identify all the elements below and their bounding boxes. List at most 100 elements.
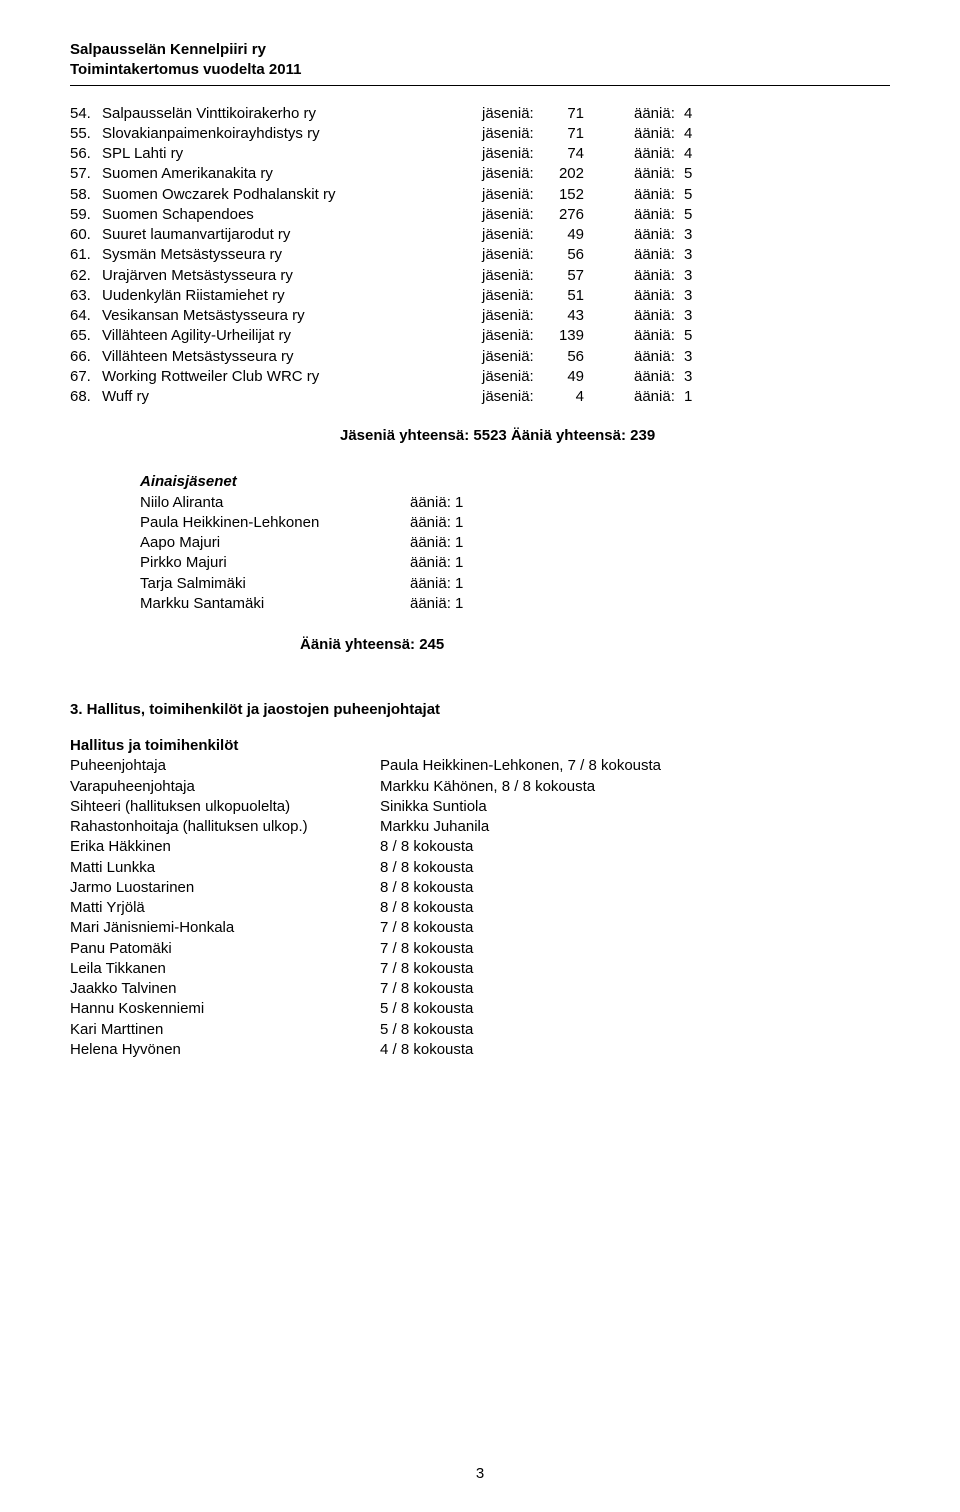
club-row: 63.Uudenkylän Riistamiehet ryjäseniä:51ä… <box>70 286 890 306</box>
members-label: jäseniä: <box>482 225 542 245</box>
votes-label: ääniä: <box>634 225 684 245</box>
permanent-members-title: Ainaisjäsenet <box>140 472 890 492</box>
votes-total: Ääniä yhteensä: 245 <box>300 636 890 653</box>
members-value: 202 <box>542 164 634 184</box>
board-row: Matti Yrjölä8 / 8 kokousta <box>70 898 890 918</box>
club-name: Uudenkylän Riistamiehet ry <box>102 286 482 306</box>
board-role: Erika Häkkinen <box>70 837 380 857</box>
club-name: Working Rottweiler Club WRC ry <box>102 367 482 387</box>
board-role: Matti Yrjölä <box>70 898 380 918</box>
votes-label: ääniä: <box>634 306 684 326</box>
votes-label: ääniä: <box>634 387 684 407</box>
club-number: 63. <box>70 286 102 306</box>
votes-value: 5 <box>684 164 704 184</box>
members-value: 49 <box>542 367 634 387</box>
votes-value: 3 <box>684 266 704 286</box>
members-label: jäseniä: <box>482 286 542 306</box>
club-name: Urajärven Metsästysseura ry <box>102 266 482 286</box>
votes-value: 3 <box>684 367 704 387</box>
members-value: 71 <box>542 124 634 144</box>
votes-label: ääniä: <box>634 326 684 346</box>
board-role: Kari Marttinen <box>70 1020 380 1040</box>
club-row: 67.Working Rottweiler Club WRC ryjäseniä… <box>70 367 890 387</box>
club-name: SPL Lahti ry <box>102 144 482 164</box>
member-votes: ääniä: 1 <box>410 513 463 533</box>
member-votes: ääniä: 1 <box>410 594 463 614</box>
board-value: 8 / 8 kokousta <box>380 858 473 878</box>
club-name: Salpausselän Vinttikoirakerho ry <box>102 104 482 124</box>
club-number: 68. <box>70 387 102 407</box>
board-value: 5 / 8 kokousta <box>380 999 473 1019</box>
votes-value: 3 <box>684 347 704 367</box>
votes-label: ääniä: <box>634 367 684 387</box>
club-row: 60.Suuret laumanvartijarodut ryjäseniä:4… <box>70 225 890 245</box>
board-row: Leila Tikkanen7 / 8 kokousta <box>70 959 890 979</box>
votes-label: ääniä: <box>634 245 684 265</box>
board-role: Matti Lunkka <box>70 858 380 878</box>
club-number: 62. <box>70 266 102 286</box>
board-role: Jaakko Talvinen <box>70 979 380 999</box>
club-row: 57.Suomen Amerikanakita ryjäseniä:202ään… <box>70 164 890 184</box>
board-value: 7 / 8 kokousta <box>380 939 473 959</box>
members-label: jäseniä: <box>482 104 542 124</box>
board-value: 7 / 8 kokousta <box>380 979 473 999</box>
club-row: 65.Villähteen Agility-Urheilijat ryjäsen… <box>70 326 890 346</box>
member-name: Pirkko Majuri <box>140 553 410 573</box>
totals-line: Jäseniä yhteensä: 5523 Ääniä yhteensä: 2… <box>340 427 890 444</box>
board-value: Markku Juhanila <box>380 817 489 837</box>
permanent-member-row: Niilo Alirantaääniä: 1 <box>140 493 890 513</box>
club-number: 55. <box>70 124 102 144</box>
club-name: Suomen Amerikanakita ry <box>102 164 482 184</box>
members-value: 49 <box>542 225 634 245</box>
votes-value: 4 <box>684 104 704 124</box>
members-value: 4 <box>542 387 634 407</box>
board-value: Sinikka Suntiola <box>380 797 487 817</box>
votes-value: 3 <box>684 286 704 306</box>
votes-label: ääniä: <box>634 104 684 124</box>
board-role: Mari Jänisniemi-Honkala <box>70 918 380 938</box>
votes-value: 4 <box>684 144 704 164</box>
club-row: 61.Sysmän Metsästysseura ryjäseniä:56ään… <box>70 245 890 265</box>
club-row: 54.Salpausselän Vinttikoirakerho ryjäsen… <box>70 104 890 124</box>
members-label: jäseniä: <box>482 367 542 387</box>
members-label: jäseniä: <box>482 266 542 286</box>
document-page: Salpausselän Kennelpiiri ry Toimintakert… <box>0 0 960 1512</box>
members-label: jäseniä: <box>482 205 542 225</box>
members-value: 51 <box>542 286 634 306</box>
members-label: jäseniä: <box>482 387 542 407</box>
votes-value: 5 <box>684 326 704 346</box>
board-role: Panu Patomäki <box>70 939 380 959</box>
member-name: Markku Santamäki <box>140 594 410 614</box>
votes-label: ääniä: <box>634 266 684 286</box>
club-number: 65. <box>70 326 102 346</box>
club-row: 55.Slovakianpaimenkoirayhdistys ryjäseni… <box>70 124 890 144</box>
club-name: Wuff ry <box>102 387 482 407</box>
member-votes: ääniä: 1 <box>410 553 463 573</box>
permanent-member-row: Tarja Salmimäkiääniä: 1 <box>140 574 890 594</box>
members-value: 139 <box>542 326 634 346</box>
board-row: Mari Jänisniemi-Honkala7 / 8 kokousta <box>70 918 890 938</box>
board-block: Hallitus ja toimihenkilöt PuheenjohtajaP… <box>70 736 890 1060</box>
board-row: Sihteeri (hallituksen ulkopuolelta)Sinik… <box>70 797 890 817</box>
votes-label: ääniä: <box>634 164 684 184</box>
board-row: Kari Marttinen5 / 8 kokousta <box>70 1020 890 1040</box>
members-label: jäseniä: <box>482 347 542 367</box>
votes-value: 3 <box>684 225 704 245</box>
board-row: Hannu Koskenniemi5 / 8 kokousta <box>70 999 890 1019</box>
club-number: 64. <box>70 306 102 326</box>
votes-label: ääniä: <box>634 286 684 306</box>
board-value: 4 / 8 kokousta <box>380 1040 473 1060</box>
board-row: Rahastonhoitaja (hallituksen ulkop.)Mark… <box>70 817 890 837</box>
members-value: 71 <box>542 104 634 124</box>
votes-label: ääniä: <box>634 144 684 164</box>
board-role: Jarmo Luostarinen <box>70 878 380 898</box>
club-name: Suomen Owczarek Podhalanskit ry <box>102 185 482 205</box>
votes-value: 5 <box>684 205 704 225</box>
club-number: 59. <box>70 205 102 225</box>
members-value: 57 <box>542 266 634 286</box>
members-label: jäseniä: <box>482 326 542 346</box>
header-line-2: Toimintakertomus vuodelta 2011 <box>70 60 890 80</box>
board-row: Panu Patomäki7 / 8 kokousta <box>70 939 890 959</box>
board-role: Rahastonhoitaja (hallituksen ulkop.) <box>70 817 380 837</box>
votes-label: ääniä: <box>634 205 684 225</box>
